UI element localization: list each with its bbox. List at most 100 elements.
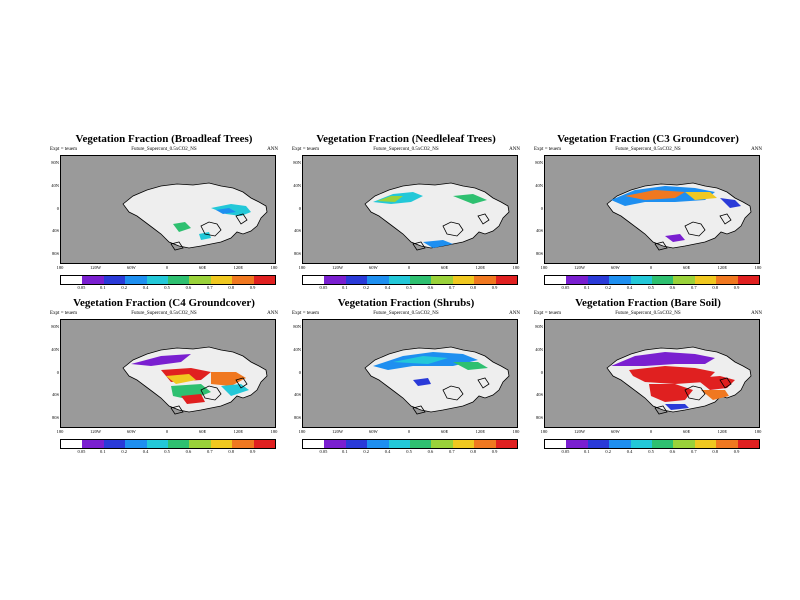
colorbar-segment: [431, 440, 453, 448]
x-tick-label: 60W: [126, 429, 136, 434]
panel-title: Vegetation Fraction (Bare Soil): [575, 297, 721, 309]
vegetation-patch: [611, 352, 715, 366]
colorbar-label: 0.8: [228, 449, 234, 454]
colorbar-segment: [253, 276, 276, 284]
x-tick-label: 60W: [610, 265, 620, 270]
island-outline: [684, 385, 706, 401]
colorbar-label: 0.8: [228, 285, 234, 290]
panel-title: Vegetation Fraction (Needleleaf Trees): [316, 133, 496, 145]
colorbar: [302, 439, 518, 449]
x-tick-label: 60E: [683, 429, 691, 434]
x-tick-label: 0: [407, 429, 411, 434]
x-tick-label: 60E: [441, 265, 449, 270]
colorbar-label: 0.7: [448, 285, 455, 290]
x-tick-label: 120W: [574, 265, 586, 270]
period-label: ANN: [509, 311, 520, 316]
colorbar-segment: [82, 276, 104, 284]
colorbar-label: 0.05: [77, 285, 86, 290]
colorbar-label: 0.5: [406, 285, 412, 290]
y-tick-label: 0: [56, 205, 59, 211]
colorbar-segment: [189, 440, 211, 448]
colorbar-label: 0.6: [427, 285, 434, 290]
colorbar-segment: [103, 276, 126, 284]
vegetation-patch: [181, 394, 205, 404]
y-tick-label: 80S: [293, 251, 301, 256]
colorbar-segment: [474, 440, 496, 448]
y-tick-label: 40S: [535, 392, 543, 398]
map-svg: [606, 182, 752, 251]
colorbar-segment: [82, 440, 104, 448]
y-tick-label: 80N: [535, 324, 543, 329]
panel-subtitle: Future_Supercont_0.5xCO2_NS: [373, 311, 439, 316]
colorbar-segment: [609, 276, 631, 284]
island-outline: [684, 221, 706, 237]
y-tick-label: 40S: [51, 392, 59, 398]
colorbar-label: 0.9: [249, 449, 256, 454]
colorbar-label: 0.9: [733, 449, 740, 454]
experiment-label: Expt = teuem: [534, 311, 561, 316]
vegetation-patch: [701, 390, 729, 400]
y-tick-label: 0: [56, 369, 59, 375]
colorbar-label: 0.5: [164, 285, 170, 290]
x-tick-label: 180: [298, 265, 306, 270]
colorbar-label: 0.4: [142, 449, 149, 454]
colorbar-label: 0.7: [448, 449, 455, 454]
colorbar-segment: [410, 440, 432, 448]
island-outline: [719, 377, 732, 389]
colorbar-segment: [253, 440, 276, 448]
x-tick-label: 180: [56, 429, 64, 434]
vegetation-patch: [629, 366, 715, 384]
colorbar-label: 0.6: [669, 285, 676, 290]
colorbar-segment: [388, 440, 411, 448]
y-tick-label: 80S: [51, 251, 59, 256]
map-area: [544, 155, 760, 264]
colorbar-segment: [673, 276, 695, 284]
colorbar-label: 0.1: [341, 449, 348, 454]
experiment-label: Expt = teuem: [292, 311, 319, 316]
experiment-label: Expt = teuem: [50, 311, 77, 316]
colorbar-segment: [587, 440, 610, 448]
colorbar-segment: [566, 276, 588, 284]
map-panel: Vegetation Fraction (Needleleaf Trees) Ex…: [290, 133, 522, 303]
colorbar-segment: [609, 440, 631, 448]
colorbar-label: 0.7: [690, 285, 697, 290]
vegetation-patch: [685, 192, 717, 200]
x-tick-label: 180: [540, 265, 548, 270]
x-tick-label: 120E: [717, 429, 728, 434]
colorbar-segment: [367, 440, 389, 448]
colorbar: [60, 439, 276, 449]
colorbar-label: 0.7: [690, 449, 697, 454]
colorbar-label: 0.05: [561, 285, 570, 290]
colorbar: [60, 275, 276, 285]
colorbar-segment: [232, 440, 254, 448]
y-tick-label: 80N: [51, 160, 59, 165]
colorbar-label: 0.6: [427, 449, 434, 454]
colorbar-segment: [232, 276, 254, 284]
colorbar-label: 0.6: [185, 285, 192, 290]
panel-title: Vegetation Fraction (C3 Groundcover): [557, 133, 739, 145]
colorbar-segment: [431, 276, 453, 284]
colorbar-label: 0.7: [206, 449, 213, 454]
panel-subtitle: Future_Supercont_0.5xCO2_NS: [131, 311, 197, 316]
y-tick-label: 40N: [535, 182, 543, 188]
map-panel: Vegetation Fraction (C4 Groundcover) Expt…: [48, 297, 280, 467]
colorbar-label: 0.5: [648, 449, 654, 454]
panel-subtitle: Future_Supercont_0.5xCO2_NS: [615, 311, 681, 316]
island-outline: [477, 213, 490, 225]
colorbar-segment: [716, 440, 738, 448]
vegetation-patch: [453, 362, 488, 370]
landmass: [122, 182, 268, 249]
x-tick-label: 120E: [717, 265, 728, 270]
x-tick-label: 120E: [475, 265, 486, 270]
map-area: [544, 319, 760, 428]
y-tick-label: 80N: [293, 160, 301, 165]
island-outline: [200, 385, 222, 401]
island-outline: [412, 241, 426, 251]
colorbar-segment: [146, 440, 169, 448]
x-tick-label: 60E: [683, 265, 691, 270]
colorbar-segment: [324, 440, 346, 448]
map-svg: [606, 346, 752, 415]
colorbar-segment: [545, 440, 567, 448]
colorbar-label: 0.1: [99, 285, 106, 290]
colorbar-label: 0.1: [99, 449, 106, 454]
